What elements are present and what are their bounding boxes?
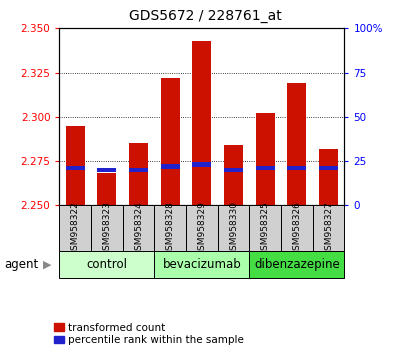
Bar xyxy=(281,205,312,251)
Bar xyxy=(192,162,211,167)
Bar xyxy=(65,126,85,205)
Text: GSM958322: GSM958322 xyxy=(71,201,80,256)
Bar xyxy=(287,83,306,205)
Bar xyxy=(318,149,337,205)
Text: GSM958323: GSM958323 xyxy=(102,201,111,256)
Bar xyxy=(154,251,249,278)
Bar xyxy=(312,205,344,251)
Text: GSM958324: GSM958324 xyxy=(134,201,143,256)
Bar xyxy=(318,166,337,170)
Bar xyxy=(224,145,243,205)
Bar xyxy=(91,205,122,251)
Bar xyxy=(65,166,85,170)
Bar xyxy=(224,168,243,172)
Bar xyxy=(249,205,281,251)
Text: GSM958326: GSM958326 xyxy=(292,201,301,256)
Text: GSM958329: GSM958329 xyxy=(197,201,206,256)
Bar xyxy=(97,168,116,172)
Bar xyxy=(59,251,154,278)
Bar xyxy=(160,164,179,169)
Bar xyxy=(59,205,91,251)
Bar xyxy=(97,173,116,205)
Bar xyxy=(287,166,306,170)
Text: GSM958325: GSM958325 xyxy=(260,201,269,256)
Text: bevacizumab: bevacizumab xyxy=(162,258,241,271)
Bar xyxy=(217,205,249,251)
Text: control: control xyxy=(86,258,127,271)
Text: GSM958330: GSM958330 xyxy=(229,201,238,256)
Text: GSM958327: GSM958327 xyxy=(323,201,332,256)
Bar xyxy=(255,113,274,205)
Bar xyxy=(129,168,148,172)
Text: GSM958328: GSM958328 xyxy=(165,201,174,256)
Bar xyxy=(154,205,186,251)
Bar xyxy=(129,143,148,205)
Bar xyxy=(255,166,274,170)
Text: GDS5672 / 228761_at: GDS5672 / 228761_at xyxy=(128,9,281,23)
Text: ▶: ▶ xyxy=(43,260,51,270)
Bar xyxy=(192,41,211,205)
Bar xyxy=(160,78,179,205)
Bar xyxy=(249,251,344,278)
Legend: transformed count, percentile rank within the sample: transformed count, percentile rank withi… xyxy=(54,322,243,345)
Bar xyxy=(186,205,217,251)
Text: agent: agent xyxy=(4,258,38,271)
Text: dibenzazepine: dibenzazepine xyxy=(254,258,339,271)
Bar xyxy=(122,205,154,251)
